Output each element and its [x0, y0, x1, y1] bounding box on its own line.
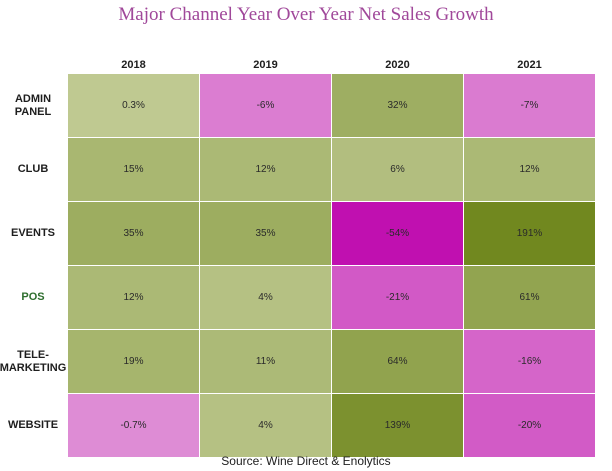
heatmap-cell: 64%: [332, 330, 463, 393]
heatmap-cell: 35%: [68, 202, 199, 265]
row-header-admin-panel: ADMIN PANEL: [14, 92, 52, 118]
heatmap-cell: 6%: [332, 138, 463, 201]
heatmap-cell: 19%: [68, 330, 199, 393]
heatmap-cell: 61%: [464, 266, 595, 329]
heatmap-cell: -54%: [332, 202, 463, 265]
heatmap-cell: 4%: [200, 266, 331, 329]
row-header-events: EVENTS: [10, 227, 55, 239]
heatmap-cell: 12%: [464, 138, 595, 201]
heatmap-cell: 32%: [332, 74, 463, 137]
heatmap-cell: 139%: [332, 394, 463, 457]
chart-title: Major Channel Year Over Year Net Sales G…: [118, 4, 494, 25]
heatmap-cell: -21%: [332, 266, 463, 329]
column-header-2018: 2018: [121, 59, 146, 71]
heatmap-cell: 191%: [464, 202, 595, 265]
heatmap-cell: 35%: [200, 202, 331, 265]
heatmap-cell: -20%: [464, 394, 595, 457]
heatmap-cell: 15%: [68, 138, 199, 201]
heatmap-cell: -0.7%: [68, 394, 199, 457]
heatmap-cell: -16%: [464, 330, 595, 393]
heatmap-cell: 12%: [200, 138, 331, 201]
row-header-pos: POS: [21, 291, 45, 303]
heatmap-cell: 4%: [200, 394, 331, 457]
source-note: Source: Wine Direct & Enolytics: [221, 454, 391, 468]
column-header-2020: 2020: [385, 59, 410, 71]
heatmap-cell: -7%: [464, 74, 595, 137]
row-header-tele-marketing: TELE- MARKETING: [0, 348, 67, 374]
row-header-website: WEBSITE: [7, 419, 59, 431]
heatmap-cell: 0.3%: [68, 74, 199, 137]
row-header-club: CLUB: [17, 163, 49, 175]
column-header-2021: 2021: [517, 59, 542, 71]
heatmap-cell: 12%: [68, 266, 199, 329]
column-header-2019: 2019: [253, 59, 278, 71]
heatmap-cell: -6%: [200, 74, 331, 137]
heatmap-cell: 11%: [200, 330, 331, 393]
